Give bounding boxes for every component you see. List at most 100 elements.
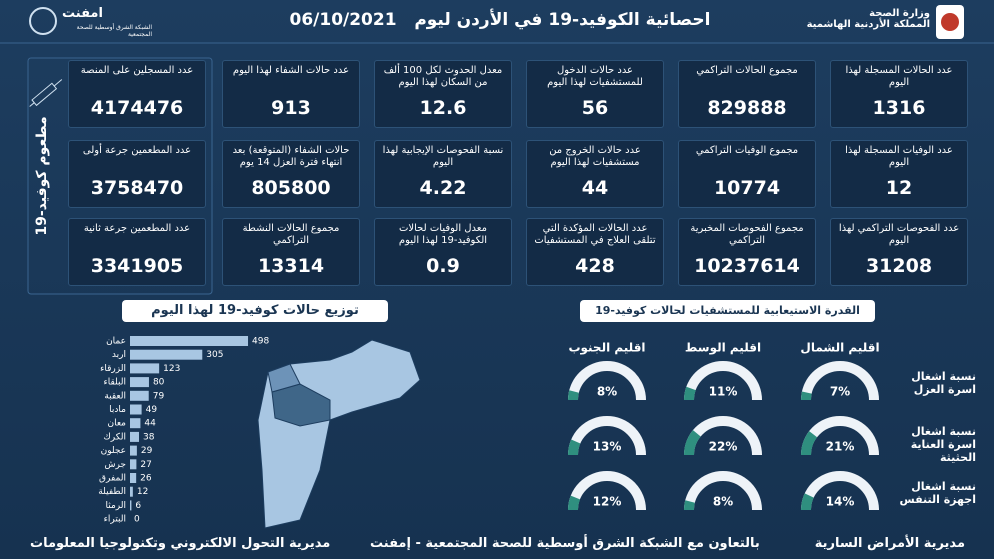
partner-logo-mark [29,7,57,35]
partner-name: امفنت [62,6,103,21]
stat-label: مجموع الحالات النشطة التراكمي [242,223,340,246]
category-label: المفرق [99,474,126,484]
category-label: جرش [104,460,126,470]
stat-label: عدد الوفيات المسجلة لهذا اليوم [845,145,953,168]
value-label: 6 [135,501,141,511]
gauge-label: 12% [593,495,622,509]
gauge-label: 14% [826,495,855,509]
stat-value: 56 [581,97,609,119]
stat-label: عدد الفحوصات التراكمي لهذا اليوم [838,223,960,246]
gauge-track [801,361,879,401]
category-label: اربد [112,350,126,360]
stat-card: مجموع الوفيات التراكمي 10774 [678,140,816,208]
stat-value: 44 [581,177,609,199]
stat-value: 4.22 [419,177,467,199]
stat-label: مجموع الحالات التراكمي [696,65,798,76]
bar [130,363,160,374]
row-label: نسبة اشغال اسرة العزل [911,370,976,396]
stat-card: عدد المسجلين على المنصة 4174476 [68,60,206,128]
stat-value: 10774 [713,177,781,199]
stat-card: نسبة الفحوصات الإيجابية لهذا اليوم 4.22 [374,140,512,208]
stat-label: عدد حالات الخروج من مستشفيات لهذا اليوم [549,145,641,168]
gauge-label: 11% [709,385,738,399]
row-label: نسبة اشغال اجهزة التنفس [899,480,976,506]
gauge-value [568,495,581,511]
ministry-name: وزارة الصحة [869,8,930,19]
gauge-label: 7% [830,385,850,399]
gauge-value [684,500,695,511]
gauge-track [568,361,646,401]
stat-value: 913 [271,97,311,119]
value-label: 305 [206,350,223,360]
stat-label: حالات الشفاء (المتوقعة) بعد انتهاء فترة … [232,145,350,168]
bar [130,336,249,346]
stat-label: عدد حالات الدخول للمستشفيات لهذا اليوم [547,65,643,88]
value-label: 123 [163,364,180,374]
category-label: العقبة [104,391,126,401]
stat-card: عدد حالات الخروج من مستشفيات لهذا اليوم 4… [526,140,664,208]
gauge-track [568,471,646,511]
vaccine-box [27,57,213,295]
stat-label: معدل الحدوث لكل 100 ألف من السكان لهذا ا… [383,65,503,88]
bar-chart-title: توزيع حالات كوفيد-19 لهذا اليوم [122,300,388,322]
bar [130,445,137,456]
gauge-label: 8% [713,495,733,509]
stat-card: عدد حالات الدخول للمستشفيات لهذا اليوم 56 [526,60,664,128]
value-label: 29 [141,446,153,456]
date: 06/10/2021 [289,10,397,30]
stat-label: عدد المطعمين جرعة ثانية [83,223,191,234]
stat-value: 805800 [251,177,331,199]
stat-value: 428 [575,255,615,277]
jordan-map [257,339,421,529]
value-label: 79 [153,391,165,401]
bar [130,431,140,442]
value-label: 26 [140,474,152,484]
bar [130,486,133,497]
stat-value: 1316 [872,97,926,119]
gauge-value [684,386,696,401]
stat-card: عدد الحالات المسجلة لهذا اليوم 1316 [830,60,968,128]
bar [130,418,141,429]
gauge-value [684,430,701,456]
stat-value: 3758470 [90,177,184,199]
stat-value: 0.9 [426,255,460,277]
bar [130,404,142,415]
stat-card: عدد المطعمين جرعة أولى 3758470 [68,140,206,208]
stat-label: نسبة الفحوصات الإيجابية لهذا اليوم [382,145,504,168]
footer-text: مديرية الأمراض السارية [814,536,965,551]
gauge-value [801,391,812,401]
category-label: معان [107,419,126,429]
gauge-value [801,431,818,456]
value-label: 49 [146,405,158,415]
gauge-label: 21% [826,440,855,454]
stat-label: مجموع الفحوصات المخبرية التراكمي [690,223,804,246]
stat-label: عدد المطعمين جرعة أولى [82,145,192,156]
bar [130,349,203,360]
stat-label: مجموع الوفيات التراكمي [695,145,799,156]
value-label: 0 [134,515,140,525]
row-label: نسبة اشغال اسرة العناية الحثيثة [910,425,976,464]
syringe-icon [29,79,63,107]
gauge-label: 13% [593,440,622,454]
stat-value: 3341905 [90,255,184,277]
stat-value: 12.6 [419,97,467,119]
category-label: الكرك [103,432,126,442]
region-label: اقليم الوسط [685,341,761,356]
bar [130,500,132,511]
stat-label: عدد المسجلين على المنصة [80,65,194,76]
vaccine-label: مطعوم كوفيد-19 [34,116,50,236]
stat-card: مجموع الحالات التراكمي 829888 [678,60,816,128]
stat-card: عدد الحالات المؤكدة التي تتلقى العلاج في… [526,218,664,286]
ministry: وزارة الصحة المملكة الأردنية الهاشمية [807,8,930,30]
stat-card: مجموع الحالات النشطة التراكمي 13314 [222,218,360,286]
stat-value: 13314 [257,255,325,277]
ministry-emblem-center [941,13,959,31]
value-label: 12 [137,487,148,497]
stat-label: عدد الحالات المؤكدة التي تتلقى العلاج في… [534,223,656,246]
category-label: البتراء [104,515,126,525]
gauge-track [684,361,762,401]
bar [130,377,149,388]
stat-card: عدد الوفيات المسجلة لهذا اليوم 12 [830,140,968,208]
title: احصائية الكوفيد-19 في الأردن ليوم 06/10/… [289,10,711,30]
